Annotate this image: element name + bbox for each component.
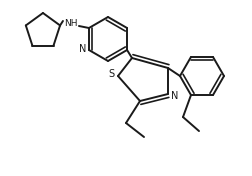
Text: N: N [79,44,87,54]
Text: S: S [108,69,114,79]
Text: N: N [171,91,179,101]
Text: NH: NH [64,18,78,27]
